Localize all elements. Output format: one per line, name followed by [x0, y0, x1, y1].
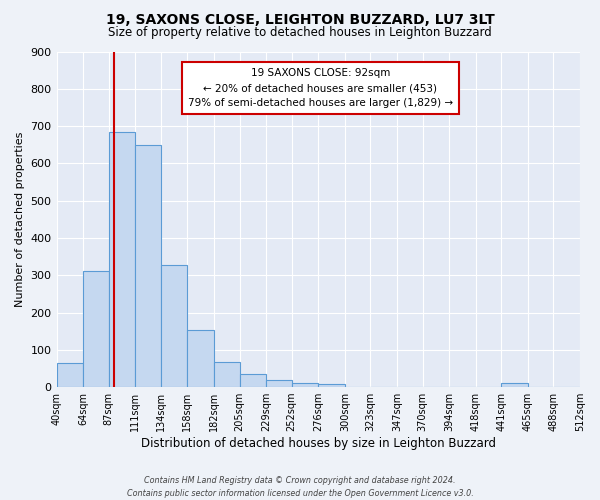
Bar [266, 380, 292, 387]
Bar [292, 382, 318, 387]
Bar [109, 132, 135, 387]
Text: 19, SAXONS CLOSE, LEIGHTON BUZZARD, LU7 3LT: 19, SAXONS CLOSE, LEIGHTON BUZZARD, LU7 … [106, 12, 494, 26]
X-axis label: Distribution of detached houses by size in Leighton Buzzard: Distribution of detached houses by size … [141, 437, 496, 450]
Bar [318, 384, 345, 387]
Bar [56, 363, 83, 387]
Text: 19 SAXONS CLOSE: 92sqm
← 20% of detached houses are smaller (453)
79% of semi-de: 19 SAXONS CLOSE: 92sqm ← 20% of detached… [188, 68, 453, 108]
Bar [501, 384, 528, 387]
Y-axis label: Number of detached properties: Number of detached properties [15, 132, 25, 307]
Bar [161, 265, 187, 387]
Text: Contains HM Land Registry data © Crown copyright and database right 2024.
Contai: Contains HM Land Registry data © Crown c… [127, 476, 473, 498]
Bar [135, 144, 161, 387]
Bar [239, 374, 266, 387]
Bar [83, 272, 109, 387]
Text: Size of property relative to detached houses in Leighton Buzzard: Size of property relative to detached ho… [108, 26, 492, 39]
Bar [214, 362, 239, 387]
Bar [187, 330, 214, 387]
